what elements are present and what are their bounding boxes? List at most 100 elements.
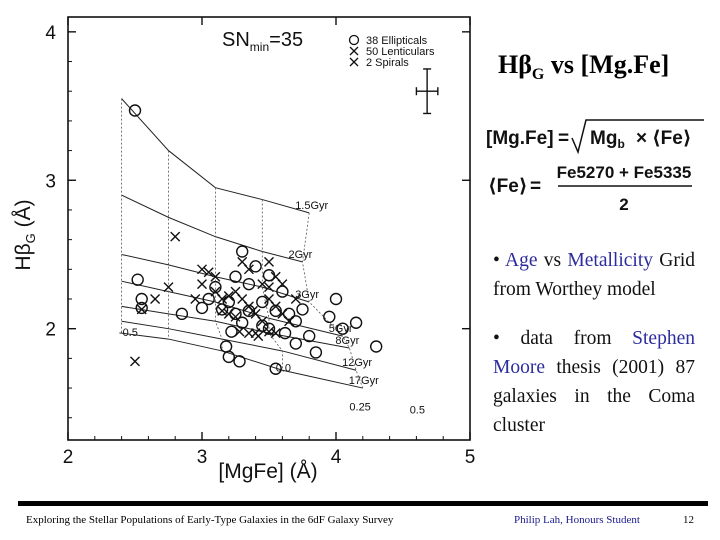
- lenticular-point: [264, 256, 274, 267]
- elliptical-point: [131, 273, 144, 286]
- elliptical-point: [303, 329, 316, 343]
- age-line: [121, 280, 343, 337]
- elliptical-point: [222, 350, 236, 364]
- lenticular-point: [130, 356, 140, 367]
- lenticular-point: [284, 316, 295, 327]
- eq2-lhs: ⟨Fe⟩: [488, 176, 528, 197]
- equations: [Mg.Fe] = Mgb × ⟨Fe⟩ ⟨Fe⟩ = Fe5270 + Fe5…: [486, 119, 704, 214]
- elliptical-point: [202, 292, 215, 306]
- sn-annotation-main: SN: [222, 29, 250, 51]
- lenticular-point: [197, 279, 207, 290]
- lenticular-point: [163, 282, 174, 293]
- elliptical-point: [289, 337, 302, 350]
- lenticular-point: [210, 271, 221, 282]
- metallicity-label: 0.25: [349, 401, 370, 413]
- lenticular-point: [150, 294, 161, 304]
- age-line-label: 1.5Gyr: [295, 200, 328, 212]
- metallicity-line: [302, 212, 364, 389]
- title-main: Hβ: [498, 50, 532, 79]
- lenticular-point: [257, 279, 268, 290]
- elliptical-point: [282, 307, 296, 321]
- elliptical-point: [323, 310, 336, 324]
- y-axis-label-sub: G: [23, 233, 38, 243]
- author-highlight: Stephen Moore: [493, 328, 695, 378]
- legend-marker-cross: [349, 46, 359, 56]
- eq2-equals: =: [530, 176, 541, 197]
- lenticular-point: [223, 291, 234, 302]
- elliptical-point: [242, 304, 256, 318]
- lenticular-point: [290, 294, 301, 304]
- legend-marker-circle: [348, 34, 360, 46]
- sqrt-sign: [571, 119, 704, 155]
- lenticular-point: [136, 304, 147, 315]
- eq1-equals: =: [558, 128, 569, 149]
- y-axis-label: HβG (Å): [12, 199, 38, 270]
- x-axis-label: [MgFe] (Å): [218, 460, 317, 483]
- hbeta-vs-mgfe-chart: 1.5Gyr2Gyr3Gyr5Gyr8Gyr12Gyr17Gyr-0.50.00…: [12, 16, 475, 483]
- elliptical-point: [276, 285, 289, 298]
- elliptical-point: [135, 292, 148, 306]
- elliptical-point: [135, 301, 148, 315]
- lenticular-point: [257, 316, 268, 327]
- lenticular-point: [270, 328, 281, 339]
- y-tick-label: 3: [45, 171, 56, 192]
- lenticular-point: [197, 264, 207, 275]
- title-sub: G: [531, 66, 545, 84]
- footer-divider: [18, 501, 708, 506]
- elliptical-point: [269, 362, 282, 375]
- y-axis-label-main: Hβ: [12, 243, 35, 270]
- sn-annotation-value: =35: [269, 29, 303, 51]
- lenticular-point: [217, 294, 228, 304]
- chart-area: 1.5Gyr 2Gyr 3Gyr 5Gyr 8Gyr 12Gyr 17Gyr -0.5 0.0 0…: [12, 16, 475, 483]
- elliptical-point: [289, 315, 302, 328]
- elliptical-point: [235, 245, 249, 258]
- bullet-data-source: • data from Stephen Moore thesis (2001) …: [493, 328, 695, 436]
- elliptical-point: [233, 355, 246, 368]
- elliptical-point: [370, 340, 383, 353]
- elliptical-point: [225, 325, 238, 338]
- age-line-label: 17Gyr: [349, 375, 379, 387]
- elliptical-point: [269, 304, 282, 318]
- sn-annotation: SNmin=35: [222, 29, 303, 54]
- legend-label: 38 Ellipticals: [366, 35, 428, 47]
- bullet-list: • Age vs Metallicity Grid from Worthey m…: [493, 246, 695, 460]
- lenticular-point: [237, 256, 248, 267]
- elliptical-point: [128, 104, 142, 117]
- metallicity-line: [261, 199, 283, 371]
- eq1-fe: ⟨Fe⟩: [652, 128, 692, 149]
- slide-title: HβG vs [Mg.Fe]: [498, 50, 669, 84]
- elliptical-point: [278, 326, 292, 340]
- age-highlight: Age: [505, 250, 538, 271]
- elliptical-point: [215, 303, 229, 316]
- age-line-label: 3Gyr: [295, 289, 319, 301]
- lenticular-point: [234, 326, 245, 337]
- elliptical-point: [195, 301, 209, 315]
- legend-label: 2 Spirals: [366, 57, 409, 69]
- elliptical-point: [336, 322, 349, 335]
- age-line-label: 8Gyr: [335, 335, 359, 347]
- metallicity-label: 0.5: [410, 404, 425, 416]
- elliptical-point: [349, 316, 363, 329]
- lenticular-point: [230, 311, 241, 322]
- metallicity-label: -0.5: [119, 327, 138, 339]
- eq1-times: ×: [636, 128, 647, 149]
- title-rest: vs [Mg.Fe]: [544, 50, 670, 79]
- page-number: 12: [683, 514, 694, 526]
- elliptical-point: [329, 292, 343, 306]
- bullet-age-metallicity: • Age vs Metallicity Grid from Worthey m…: [493, 250, 695, 300]
- y-tick-label: 2: [45, 320, 56, 341]
- eq1-mg: Mgb: [590, 128, 625, 151]
- y-axis-label-unit: (Å): [12, 199, 35, 233]
- elliptical-point: [242, 277, 256, 291]
- elliptical-point: [229, 270, 242, 283]
- elliptical-point: [309, 346, 323, 359]
- lenticular-point: [247, 305, 258, 316]
- age-line-label: 12Gyr: [342, 357, 372, 369]
- sn-annotation-sub: min: [250, 40, 269, 54]
- legend-marker-cross: [349, 57, 359, 67]
- lenticular-point: [253, 331, 264, 342]
- lenticular-point: [264, 282, 274, 293]
- elliptical-point: [229, 307, 242, 321]
- eq2-numerator: Fe5270 + Fe5335: [557, 163, 692, 182]
- lenticular-point: [190, 294, 201, 304]
